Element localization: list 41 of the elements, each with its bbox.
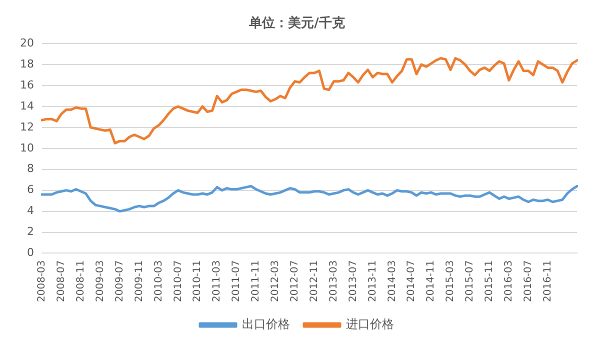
x-tick-label: 2009-03 <box>94 260 106 302</box>
x-tick-label: 2008-07 <box>56 260 68 302</box>
x-tick-label: 2008-03 <box>36 260 48 302</box>
x-tick-label: 2011-03 <box>212 260 223 302</box>
x-tick-label: 2015-11 <box>484 260 496 302</box>
y-tick-label: 16 <box>20 78 34 92</box>
x-tick-label: 2011-07 <box>231 260 242 302</box>
x-tick-label: 2009-07 <box>114 260 126 302</box>
y-tick-label: 10 <box>20 141 34 154</box>
x-tick-label: 2016-07 <box>522 260 534 302</box>
x-tick-label: 2015-07 <box>464 260 476 302</box>
x-tick-label: 2013-07 <box>348 260 359 302</box>
y-tick-label: 12 <box>20 120 34 134</box>
y-tick-label: 8 <box>26 162 34 176</box>
x-tick-label: 2012-07 <box>290 260 300 302</box>
x-tick-label: 2016-03 <box>504 260 514 302</box>
x-tick-label: 2008-11 <box>76 260 86 302</box>
y-tick-label: 18 <box>20 57 34 70</box>
x-tick-label: 2012-03 <box>270 260 282 302</box>
x-tick-label: 2014-07 <box>406 260 418 302</box>
x-tick-label: 2010-07 <box>172 260 184 302</box>
x-tick-label: 2014-03 <box>386 260 398 302</box>
x-tick-label: 2010-03 <box>153 260 164 302</box>
x-tick-label: 2011-11 <box>250 260 262 302</box>
legend-label: 出口价格 <box>242 317 290 332</box>
y-tick-label: 6 <box>26 183 34 196</box>
x-tick-label: 2012-11 <box>308 260 320 302</box>
x-tick-label: 2010-11 <box>192 260 204 302</box>
x-tick-label: 2016-11 <box>542 260 554 302</box>
x-tick-label: 2015-03 <box>445 260 456 302</box>
y-tick-label: 0 <box>26 246 34 260</box>
legend-label: 进口价格 <box>346 317 394 332</box>
x-tick-label: 2014-11 <box>426 260 437 302</box>
x-tick-label: 2013-11 <box>367 260 378 302</box>
x-tick-label: 2013-03 <box>328 260 340 302</box>
chart-title: 单位：美元/千克 <box>248 15 346 32</box>
y-tick-label: 14 <box>20 99 34 112</box>
x-tick-label: 2009-11 <box>134 260 145 302</box>
y-tick-label: 20 <box>20 36 34 50</box>
y-tick-label: 2 <box>26 225 34 238</box>
y-tick-label: 4 <box>26 204 34 218</box>
